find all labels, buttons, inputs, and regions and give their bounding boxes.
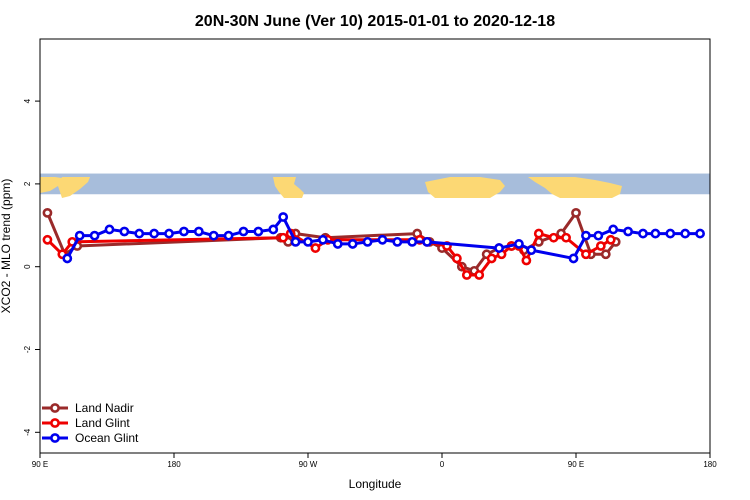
data-point xyxy=(600,249,611,260)
x-tick-label: 180 xyxy=(703,460,717,469)
data-point xyxy=(332,239,343,249)
data-point xyxy=(521,255,532,266)
data-point xyxy=(623,226,634,237)
data-point xyxy=(571,207,581,218)
data-point xyxy=(208,230,219,241)
data-point xyxy=(593,230,604,241)
data-point xyxy=(42,234,53,245)
data-point xyxy=(104,224,115,235)
data-point xyxy=(134,228,145,239)
map-land xyxy=(425,177,505,198)
y-tick-label: 0 xyxy=(23,264,32,269)
data-point xyxy=(223,230,234,241)
y-tick-label: -4 xyxy=(23,428,32,436)
data-point xyxy=(514,239,524,249)
x-tick-label: 90 W xyxy=(299,460,318,469)
data-point xyxy=(561,232,571,243)
legend-label: Land Glint xyxy=(75,416,130,430)
legend-label: Ocean Glint xyxy=(75,431,139,445)
y-axis: -4 -2 0 2 4 xyxy=(23,98,40,436)
legend-swatch-marker xyxy=(50,418,60,428)
legend-swatch-marker xyxy=(50,433,60,443)
y-tick-label: -2 xyxy=(23,345,32,353)
data-point xyxy=(303,236,313,247)
data-point xyxy=(392,236,403,247)
plot-frame xyxy=(39,38,711,454)
data-point xyxy=(407,236,418,247)
data-point xyxy=(581,249,591,260)
data-point xyxy=(548,232,559,243)
data-point xyxy=(347,239,358,249)
data-point xyxy=(89,230,100,241)
legend-item: Ocean Glint xyxy=(42,431,139,445)
data-point xyxy=(193,226,204,237)
data-point xyxy=(526,245,537,256)
data-point xyxy=(680,228,691,239)
data-point xyxy=(474,270,485,280)
data-point xyxy=(595,241,606,251)
data-point xyxy=(494,243,504,253)
data-point xyxy=(581,230,591,241)
y-axis-label: XCO2 - MLO trend (ppm) xyxy=(0,179,13,314)
data-point xyxy=(238,226,249,237)
x-axis-label: Longitude xyxy=(349,477,402,491)
legend-swatch-marker xyxy=(50,403,60,413)
legend-label: Land Nadir xyxy=(75,401,134,415)
world-map-band xyxy=(40,173,710,198)
y-tick-label: 2 xyxy=(23,181,32,186)
x-axis: 90 E 180 90 W 0 90 E 180 xyxy=(32,453,717,469)
data-point xyxy=(650,228,661,239)
data-point xyxy=(149,228,160,239)
data-point xyxy=(310,243,321,253)
data-point xyxy=(451,253,462,264)
x-tick-label: 90 E xyxy=(32,460,48,469)
data-point xyxy=(362,236,373,247)
data-point xyxy=(164,228,174,239)
data-point xyxy=(486,253,497,264)
map-land xyxy=(40,177,64,193)
data-point xyxy=(278,232,289,243)
data-point xyxy=(608,224,619,235)
legend-item: Land Glint xyxy=(42,416,130,430)
x-tick-label: 180 xyxy=(167,460,181,469)
data-point xyxy=(119,226,130,237)
data-point xyxy=(605,234,616,245)
data-point xyxy=(253,226,264,237)
map-land xyxy=(273,177,304,198)
series-ocean-glint xyxy=(62,212,705,264)
data-point xyxy=(461,270,472,280)
data-point xyxy=(62,253,73,264)
y-tick-label: 4 xyxy=(23,98,32,103)
data-point xyxy=(377,234,388,245)
map-land xyxy=(58,177,90,198)
x-tick-label: 0 xyxy=(440,460,445,469)
data-point xyxy=(268,224,279,235)
data-point xyxy=(317,234,328,245)
legend-item: Land Nadir xyxy=(42,401,134,415)
data-point xyxy=(179,226,189,237)
data-point xyxy=(568,253,579,264)
data-point xyxy=(638,228,648,239)
x-tick-label: 90 E xyxy=(568,460,584,469)
data-point xyxy=(665,228,676,239)
map-land xyxy=(528,177,622,198)
series-layer xyxy=(42,207,705,280)
chart-title: 20N-30N June (Ver 10) 2015-01-01 to 2020… xyxy=(195,13,555,30)
data-point xyxy=(74,230,85,241)
data-point xyxy=(695,228,705,239)
data-point xyxy=(533,228,544,239)
data-point xyxy=(278,212,289,222)
data-point xyxy=(422,236,433,247)
data-point xyxy=(290,236,301,247)
data-point xyxy=(42,207,53,218)
